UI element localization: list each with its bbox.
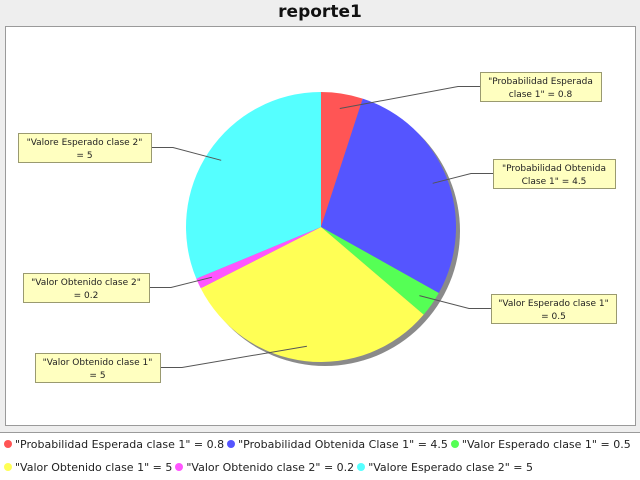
legend-label: "Probabilidad Obtenida Clase 1" = 4.5 [238,438,448,451]
legend-label: "Valor Esperado clase 1" = 0.5 [461,438,631,451]
slice-label-text: "Probabilidad Esperada [488,77,593,87]
legend-label: "Valor Obtenido clase 2" = 0.2 [186,461,355,474]
label-leader-valor-esperado-c1 [419,295,491,309]
legend-item-valore-esperado-c2: "Valore Esperado clase 2" = 5 [357,461,533,474]
legend-label: "Probabilidad Esperada clase 1" = 0.8 [15,438,225,451]
label-leader-valor-obtenido-c1 [160,345,307,368]
label-box-valor-obtenido-c1 [35,353,161,383]
label-leader-prob-esperada-c1 [339,86,480,109]
pie-slice-valore-esperado-c2 [186,92,321,279]
pie-slice-valor-esperado-c1 [321,227,439,315]
legend: "Probabilidad Esperada clase 1" = 0.8 "Pr… [0,432,640,480]
label-box-prob-obtenida-c1 [493,159,616,189]
label-leader-prob-obtenida-c1 [432,173,493,184]
legend-item-valor-obtenido-c1: "Valor Obtenido clase 1" = 5 [4,461,172,474]
label-box-valor-obtenido-c2 [23,273,150,303]
pie-chart: "Probabilidad Esperada clase 1" = 0.8 "Pro… [18,72,617,383]
slice-label-text: = 5 [89,371,105,381]
legend-swatch [227,440,236,448]
slice-label-text: = 0.5 [541,312,566,322]
slice-label-text: Clase 1" = 4.5 [522,177,587,187]
legend-item-prob-esperada-c1: "Probabilidad Esperada clase 1" = 0.8 [4,438,224,451]
slice-label-text: "Valor Obtenido clase 1" [43,358,153,368]
slice-label-text: "Probabilidad Obtenida [502,164,606,174]
pie-slice-prob-obtenida-c1 [321,98,456,293]
pie-slice-valor-obtenido-c2 [196,227,321,289]
legend-item-prob-obtenida-c1: "Probabilidad Obtenida Clase 1" = 4.5 [227,438,448,451]
label-leader-valore-esperado-c2 [151,147,222,161]
slice-label-text: = 5 [76,151,92,161]
legend-label: "Valore Esperado clase 2" = 5 [368,461,533,474]
legend-label: "Valor Obtenido clase 1" = 5 [15,461,173,474]
label-box-prob-esperada-c1 [480,72,602,102]
label-leader-valor-obtenido-c2 [149,276,213,288]
legend-swatch [175,463,184,471]
slice-label-text: = 0.2 [74,291,99,301]
legend-swatch [357,463,366,471]
slice-label-text: "Valor Esperado clase 1" [498,299,609,309]
slice-label-text: clase 1" = 0.8 [509,90,573,100]
legend-swatch [4,440,12,448]
legend-item-valor-esperado-c1: "Valor Esperado clase 1" = 0.5 [450,438,631,451]
plot-area: "Probabilidad Esperada clase 1" = 0.8 "Pro… [5,26,636,426]
legend-row: "Valor Obtenido clase 1" = 5 "Valor Obten… [4,461,536,474]
label-box-valore-esperado-c2 [18,133,152,163]
label-box-valor-esperado-c1 [491,294,617,324]
legend-swatch [450,440,459,448]
legend-row: "Probabilidad Esperada clase 1" = 0.8 "Pr… [4,438,634,451]
legend-swatch [4,463,12,471]
chart-title: reporte1 [278,2,362,22]
legend-item-valor-obtenido-c2: "Valor Obtenido clase 2" = 0.2 [175,461,354,474]
slice-label-text: "Valor Obtenido clase 2" [31,278,141,288]
pie-slice-valor-obtenido-c1 [200,227,424,363]
slice-label-text: "Valore Esperado clase 2" [27,138,143,148]
pie-slice-prob-esperada-c1 [321,92,363,227]
